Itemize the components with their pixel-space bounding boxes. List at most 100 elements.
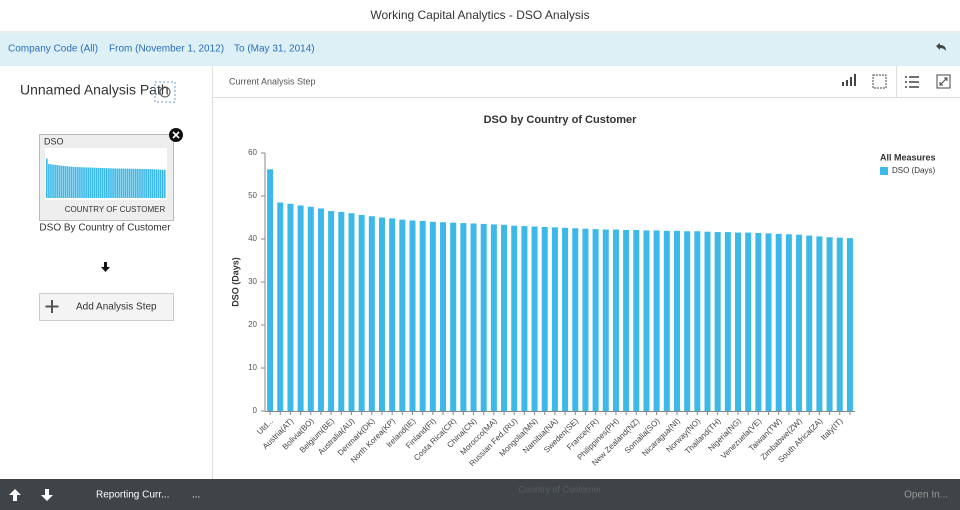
thumbnail-bar bbox=[60, 165, 63, 198]
thumbnail-bar bbox=[54, 164, 56, 198]
thumbnail-bar bbox=[149, 169, 152, 198]
thumbnail-bar bbox=[48, 164, 50, 198]
bar bbox=[724, 232, 731, 411]
thumbnail-bar bbox=[116, 168, 118, 198]
bar bbox=[796, 234, 803, 411]
app-title: Working Capital Analytics - DSO Analysis bbox=[370, 8, 589, 22]
undo-icon[interactable] bbox=[936, 43, 946, 51]
chart-title: DSO by Country of Customer bbox=[484, 114, 638, 126]
thumbnail-bar bbox=[72, 166, 75, 198]
thumbnail-bar bbox=[153, 169, 156, 198]
thumbnail-bar bbox=[132, 168, 135, 198]
thumbnail-bar bbox=[66, 166, 69, 198]
bar bbox=[785, 234, 792, 411]
footer-item[interactable]: ... bbox=[192, 490, 200, 501]
bar bbox=[521, 226, 528, 411]
open-in[interactable]: Open In... bbox=[904, 490, 948, 501]
x-axis-label: Country of Customer bbox=[518, 484, 601, 494]
bar bbox=[531, 226, 538, 411]
bar bbox=[541, 226, 548, 411]
thumbnail-bar bbox=[161, 169, 164, 198]
chart-icon[interactable] bbox=[842, 74, 856, 86]
thumbnail-bar bbox=[118, 168, 121, 198]
list-icon[interactable] bbox=[905, 76, 919, 88]
thumbnail-bar bbox=[139, 168, 141, 198]
bar bbox=[328, 211, 335, 411]
thumbnail-bar bbox=[95, 167, 98, 198]
add-step-button[interactable] bbox=[39, 293, 174, 321]
bar bbox=[470, 223, 477, 411]
bar bbox=[745, 232, 752, 411]
y-tick-label: 10 bbox=[248, 363, 257, 372]
bar bbox=[338, 211, 345, 411]
move-down[interactable] bbox=[41, 489, 53, 501]
bar bbox=[836, 237, 843, 411]
footer-item[interactable]: Reporting Curr... bbox=[96, 490, 169, 501]
filter[interactable]: Company Code (All) bbox=[8, 44, 98, 55]
bar bbox=[673, 230, 680, 411]
remove-icon bbox=[172, 131, 180, 139]
thumbnail-bar bbox=[159, 169, 162, 198]
filter-bar bbox=[0, 33, 960, 66]
bar bbox=[592, 229, 599, 411]
legend-title: All Measures bbox=[880, 152, 936, 162]
thumbnail-bar bbox=[68, 166, 71, 198]
bar bbox=[663, 230, 670, 411]
bar bbox=[501, 224, 508, 411]
bar bbox=[480, 223, 487, 411]
bar bbox=[551, 227, 558, 411]
thumbnail-bar bbox=[122, 168, 125, 198]
legend-swatch bbox=[880, 167, 888, 175]
y-tick-label: 20 bbox=[248, 320, 257, 329]
thumbnail-bar bbox=[101, 168, 104, 198]
bar bbox=[440, 222, 447, 411]
bar bbox=[623, 229, 630, 411]
bar bbox=[572, 228, 579, 411]
bar bbox=[684, 231, 691, 411]
add-step-label: Add Analysis Step bbox=[76, 302, 157, 313]
bar bbox=[846, 238, 853, 411]
thumbnail-title: DSO bbox=[44, 136, 64, 146]
bar bbox=[429, 221, 436, 411]
thumbnail-bar bbox=[110, 168, 112, 198]
thumbnail-bar bbox=[56, 165, 58, 198]
bar bbox=[612, 229, 619, 411]
thumbnail-bar bbox=[163, 169, 166, 198]
bar bbox=[307, 206, 314, 411]
bar bbox=[419, 220, 426, 411]
thumbnail-bar bbox=[114, 168, 116, 198]
y-tick-label: 60 bbox=[248, 148, 257, 157]
bar bbox=[806, 235, 813, 411]
y-axis-label: DSO (Days) bbox=[230, 257, 240, 307]
thumbnail-bar bbox=[128, 168, 131, 198]
move-up[interactable] bbox=[9, 489, 21, 501]
bar bbox=[694, 231, 701, 411]
bar bbox=[816, 236, 823, 411]
footer bbox=[0, 479, 960, 510]
thumbnail-bar bbox=[50, 164, 52, 198]
filter[interactable]: From (November 1, 2012) bbox=[109, 44, 224, 55]
y-tick-label: 30 bbox=[248, 277, 257, 286]
fullscreen-arrow bbox=[939, 77, 948, 86]
legend-entry: DSO (Days) bbox=[892, 166, 935, 175]
thumbnail-bar bbox=[143, 168, 145, 198]
thumbnail-bar bbox=[81, 167, 83, 198]
thumbnail-bar bbox=[91, 167, 94, 198]
table-icon[interactable] bbox=[872, 74, 887, 89]
bar bbox=[511, 225, 518, 411]
x-tick-label: Italy(IT) bbox=[819, 416, 845, 442]
filter[interactable]: To (May 31, 2014) bbox=[234, 44, 315, 55]
path-menu[interactable] bbox=[154, 81, 176, 103]
thumbnail-bar bbox=[151, 169, 154, 198]
bar bbox=[735, 232, 742, 411]
plus-icon bbox=[45, 300, 59, 313]
thumbnail-bar bbox=[157, 169, 160, 198]
fullscreen-icon[interactable] bbox=[936, 74, 951, 89]
plot: 0102030405060Utd...Austria(AT)Bolivia(BO… bbox=[248, 148, 935, 468]
thumbnail-axis: COUNTRY OF CUSTOMER bbox=[65, 205, 166, 214]
bar bbox=[378, 217, 385, 411]
thumbnail-bar bbox=[87, 167, 90, 198]
bar bbox=[267, 169, 274, 411]
bar bbox=[490, 224, 497, 411]
